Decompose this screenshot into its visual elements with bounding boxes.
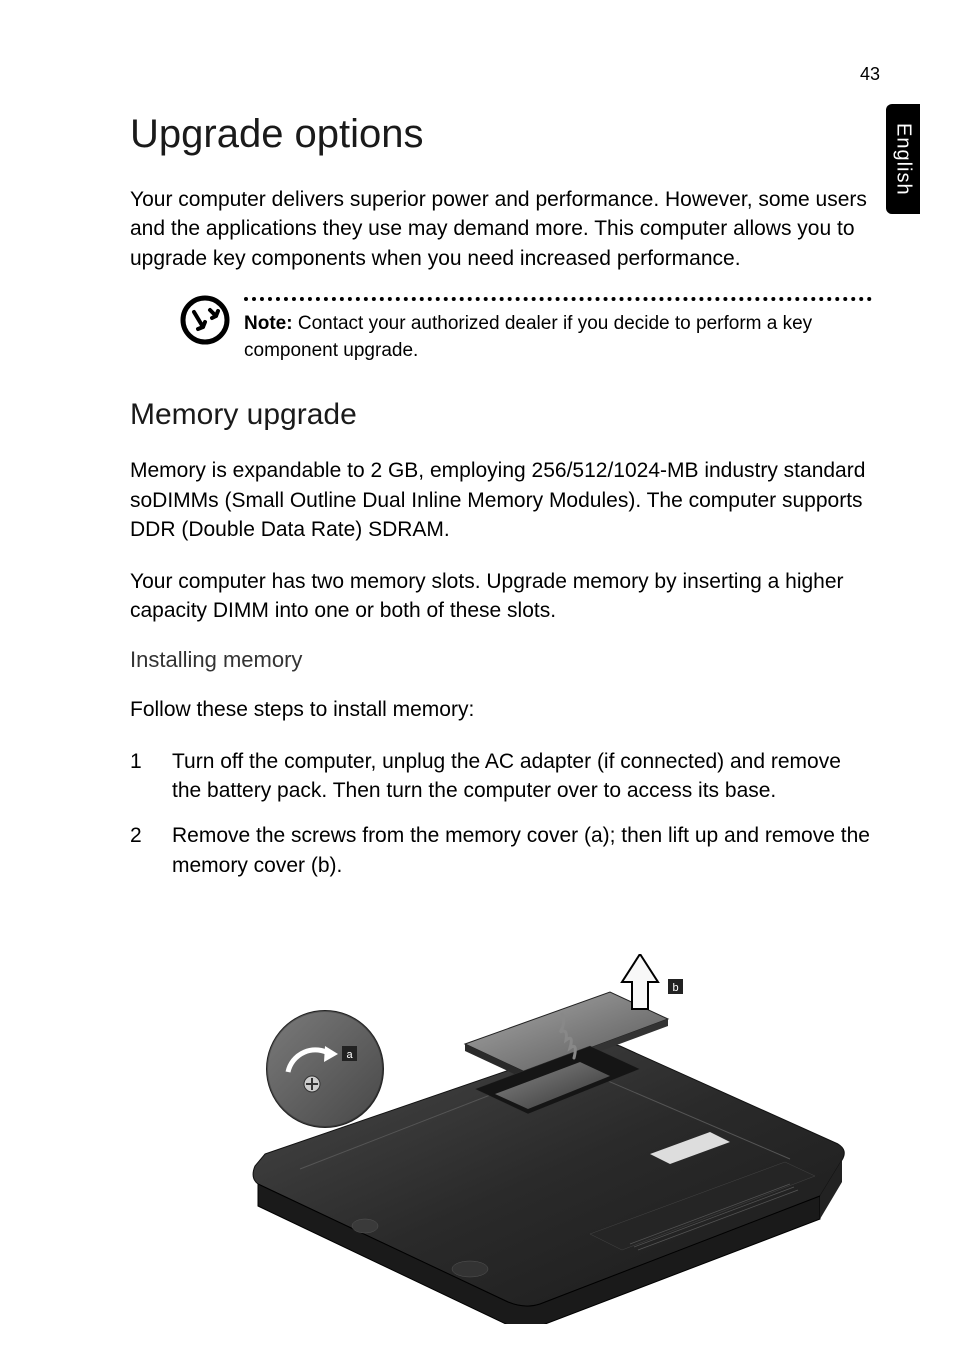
memory-paragraph-2: Your computer has two memory slots. Upgr… (130, 567, 872, 626)
installing-memory-heading: Installing memory (130, 647, 872, 673)
note-text: Note: Contact your authorized dealer if … (244, 311, 872, 364)
note-body: Note: Contact your authorized dealer if … (244, 295, 872, 364)
memory-paragraph-1: Memory is expandable to 2 GB, employing … (130, 456, 872, 544)
note-icon (180, 295, 230, 345)
note-label: Note: (244, 313, 293, 334)
page-content: Upgrade options Your computer delivers s… (130, 112, 872, 1304)
svg-text:a: a (346, 1049, 353, 1061)
language-tab-label: English (892, 123, 915, 196)
note-content: Contact your authorized dealer if you de… (244, 313, 812, 361)
intro-paragraph: Your computer delivers superior power an… (130, 185, 872, 273)
memory-upgrade-heading: Memory upgrade (130, 398, 872, 432)
install-steps: Turn off the computer, unplug the AC ada… (130, 747, 872, 881)
list-item: Turn off the computer, unplug the AC ada… (130, 747, 872, 806)
dotted-divider (244, 297, 872, 301)
page-title: Upgrade options (130, 112, 872, 157)
laptop-diagram: b a (230, 924, 850, 1304)
list-item: Remove the screws from the memory cover … (130, 821, 872, 880)
note-block: Note: Contact your authorized dealer if … (130, 295, 872, 364)
language-tab: English (886, 104, 920, 214)
install-intro: Follow these steps to install memory: (130, 695, 872, 724)
svg-text:b: b (672, 982, 678, 994)
page-number: 43 (860, 64, 880, 85)
